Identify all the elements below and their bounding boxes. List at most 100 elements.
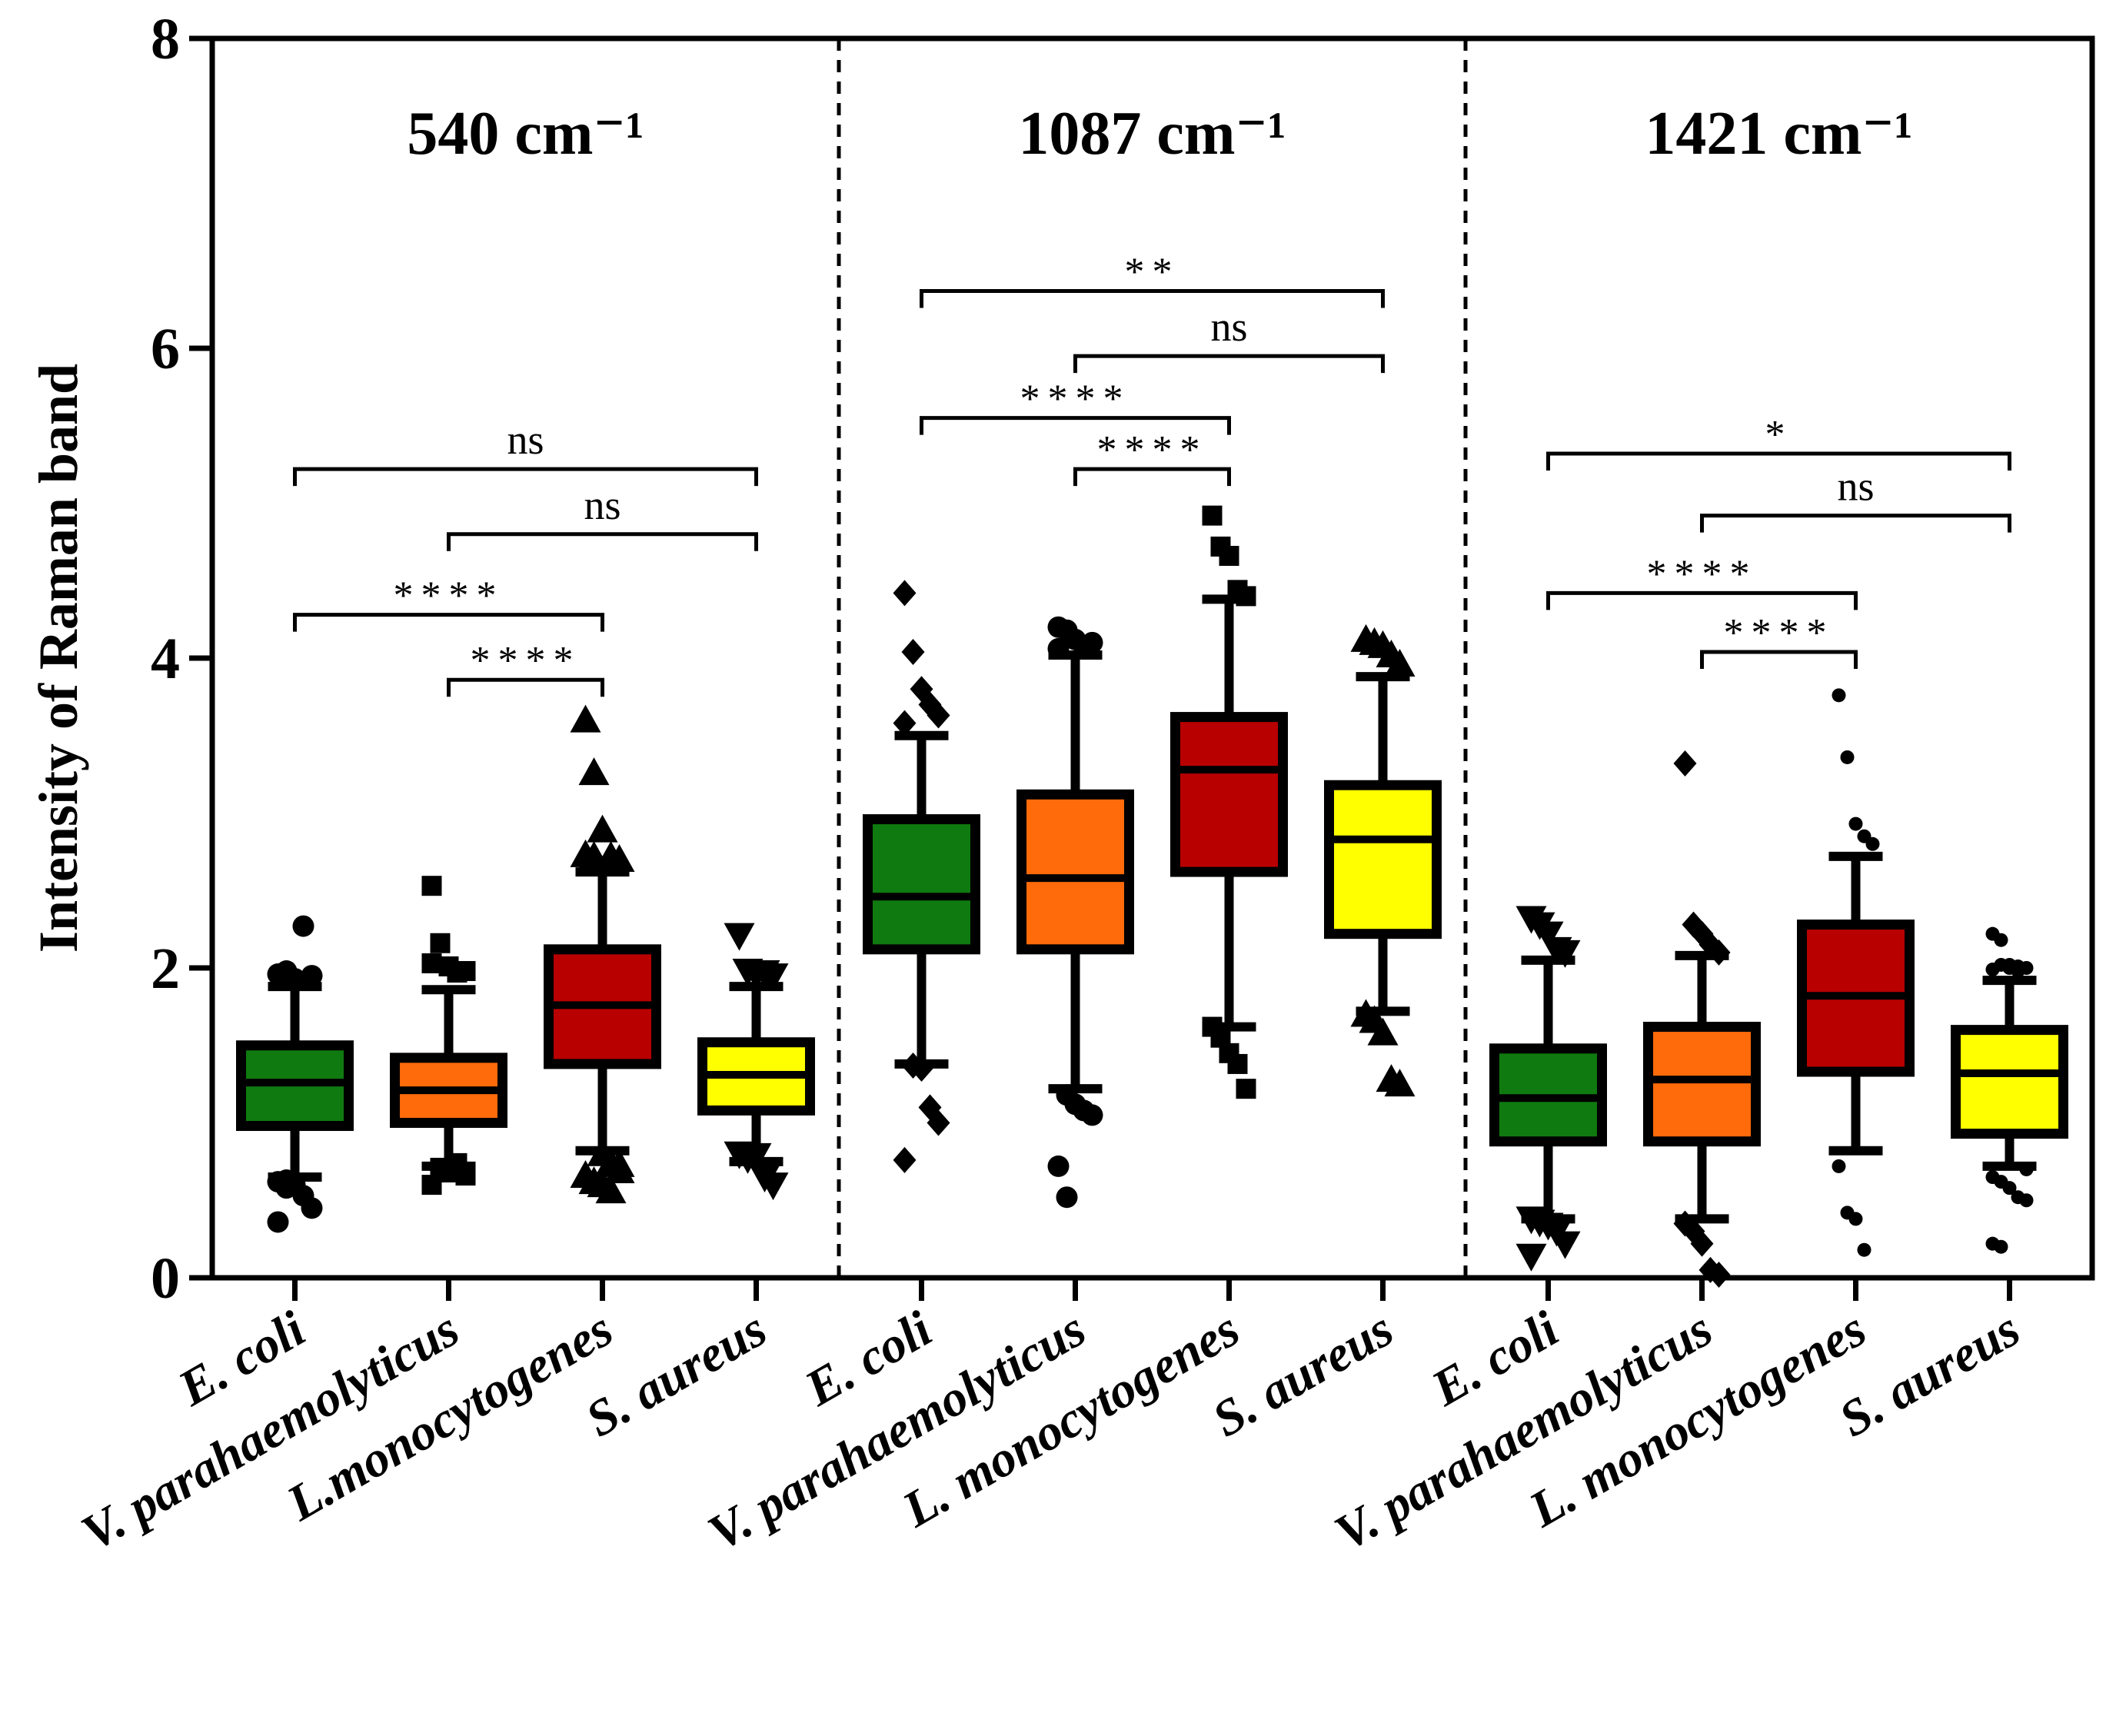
outlier-point [1081,631,1103,653]
outlier-point [1532,921,1564,949]
outlier-point [421,876,442,896]
outlier-point [1865,836,1880,851]
outlier-point [1994,933,2008,947]
significance-bracket [1073,467,1231,487]
significance-bracket [293,467,758,487]
y-tick-label: 4 [151,627,180,691]
outlier-point [301,1197,323,1219]
outlier-point [1384,649,1416,677]
significance-bracket [1700,650,1858,669]
outlier-point [893,710,917,737]
panel-title: 1421 cm⁻¹ [1645,100,1912,168]
outlier-point [595,1176,627,1204]
outlier-point [1832,1159,1846,1173]
significance-bracket [1073,354,1385,374]
significance-bracket [920,416,1231,435]
y-tick-label: 8 [151,7,180,72]
outlier-point [421,953,442,973]
significance-bracket [293,613,604,632]
significance-label: **** [1020,377,1131,421]
outlier-point [1832,688,1846,703]
outlier-point [275,1169,298,1192]
significance-label: ns [507,417,544,463]
outlier-point [927,702,950,729]
outlier-point [1047,1155,1070,1177]
outlier-point [604,843,635,872]
outlier-point [1219,546,1239,567]
outlier-point [901,638,925,665]
box [863,814,980,955]
outlier-point [893,580,917,607]
plot-frame [209,35,2095,1281]
significance-label: ns [584,482,620,528]
outlier-point [430,933,451,953]
outlier-point [1707,1261,1731,1288]
outlier-point [1690,1230,1714,1257]
outlier-point [1857,1242,1871,1257]
outlier-point [284,968,306,990]
significance-label: ns [1210,304,1247,350]
outlier-point [1848,1212,1863,1226]
outlier-point [578,757,610,786]
outlier-point [1236,586,1256,607]
significance-bracket [1700,514,2011,533]
outlier-point [292,915,314,937]
significance-bracket [447,677,604,697]
significance-label: * [1765,413,1793,457]
y-tick-label: 2 [151,936,180,1001]
outlier-point [1848,816,1863,831]
outlier-point [2011,964,2025,979]
outlier-point [893,1146,917,1173]
outlier-point [604,1149,635,1177]
outlier-point [455,1166,476,1186]
outlier-point [724,923,755,951]
y-tick-label: 0 [151,1246,180,1311]
outlier-point [1994,1239,2008,1254]
significance-label: **** [1647,552,1758,596]
outlier-point [2019,1162,2034,1176]
panel-title: 540 cm⁻¹ [407,100,644,168]
outlier-point [1384,1069,1416,1097]
outlier-point [267,1211,289,1233]
outlier-point [1047,637,1070,660]
outlier-point [2002,1181,2017,1196]
significance-label: **** [394,574,504,618]
significance-label: ** [1125,250,1180,294]
outlier-point [1056,1186,1078,1209]
outlier-point [757,1172,789,1201]
outlier-point [1707,939,1731,966]
outlier-point [570,704,601,733]
outlier-point [1673,750,1697,777]
y-axis-label: Intensity of Raman band [28,364,89,953]
outlier-point [1515,1243,1547,1272]
outlier-point [1367,1017,1399,1046]
outlier-point [927,1109,950,1136]
outlier-point [1549,940,1581,968]
outlier-point [1081,1104,1103,1126]
outlier-point [1202,505,1223,526]
significance-bracket [447,532,758,551]
outlier-point [740,1142,772,1171]
outlier-point [455,961,476,982]
outlier-point [910,1055,933,1082]
outlier-point [1227,1053,1248,1074]
significance-label: **** [1724,611,1835,655]
box [1016,789,1134,955]
significance-label: **** [471,639,581,683]
significance-bracket [1546,451,2011,471]
outlier-point [757,963,789,992]
outlier-point [587,814,618,843]
outlier-point [421,1175,442,1196]
significance-label: ns [1837,464,1874,510]
outlier-point [2019,1193,2034,1208]
outlier-point [1236,1079,1256,1099]
box [1643,1022,1761,1147]
box [1324,780,1442,940]
outlier-point [578,840,610,869]
box [1951,1025,2068,1139]
outlier-point [1549,1231,1581,1259]
significance-label: **** [1097,428,1208,472]
significance-bracket [1546,590,1858,610]
outlier-point [301,965,323,987]
